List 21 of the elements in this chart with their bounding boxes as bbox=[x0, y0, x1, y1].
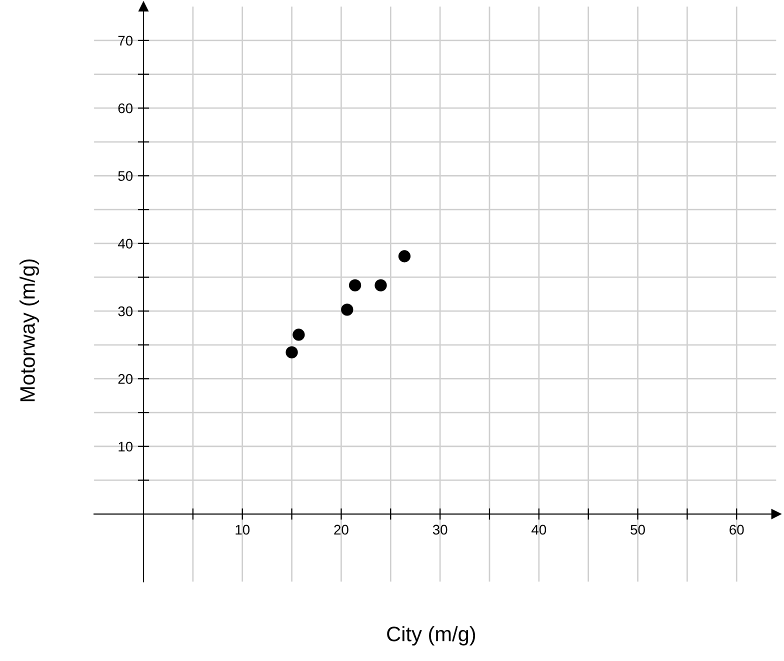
x-tick-label: 40 bbox=[532, 524, 546, 535]
y-tick-label: 70 bbox=[118, 36, 133, 46]
x-axis-title: City (m/g) bbox=[387, 626, 476, 646]
point bbox=[348, 279, 362, 292]
y-tick-label: 60 bbox=[118, 103, 133, 114]
x-tick-label: 30 bbox=[432, 524, 448, 535]
x-tick-label: 50 bbox=[630, 524, 645, 535]
point bbox=[341, 304, 354, 316]
x-tick-label: 10 bbox=[236, 524, 250, 535]
y-tick-label: 40 bbox=[118, 238, 133, 249]
y-tick-label: 50 bbox=[118, 171, 133, 181]
y-axis-title: Motorway (m/g) bbox=[20, 259, 40, 402]
point bbox=[292, 328, 305, 341]
x-tick-label: 20 bbox=[334, 524, 348, 535]
y-tick-label: 30 bbox=[118, 306, 133, 316]
point bbox=[286, 346, 298, 358]
point bbox=[398, 250, 411, 262]
y-tick-label: 20 bbox=[118, 374, 133, 384]
point bbox=[374, 279, 387, 292]
y-tick-label: 10 bbox=[118, 442, 133, 452]
x-tick-label: 60 bbox=[730, 524, 744, 535]
